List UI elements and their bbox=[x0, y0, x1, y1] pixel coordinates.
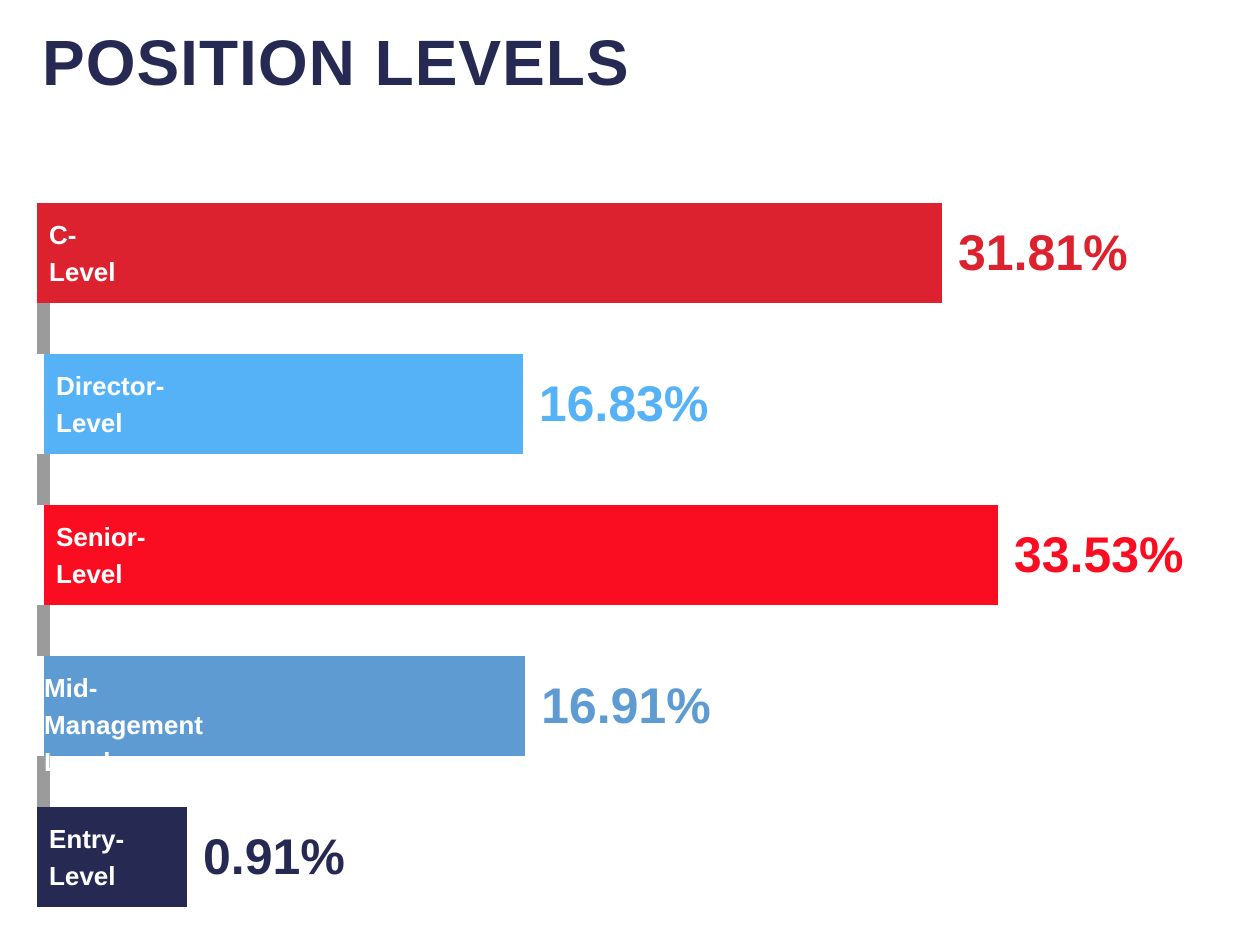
bar-value-label: 33.53% bbox=[1013, 527, 1184, 583]
bar-category-label: Director- Level bbox=[56, 371, 165, 438]
bar-value-label: 31.81% bbox=[957, 225, 1128, 281]
bar: Entry- Level bbox=[37, 807, 187, 907]
bar-value-label: 16.83% bbox=[538, 376, 709, 432]
bar-value-label: 0.91% bbox=[203, 829, 345, 885]
bar-connector bbox=[37, 756, 50, 807]
bar: Mid-Management Level bbox=[44, 656, 526, 777]
bar: C- Level bbox=[37, 203, 942, 303]
bar-category-label: Senior- Level bbox=[56, 522, 146, 589]
bar-connector bbox=[37, 605, 50, 656]
bar: Director- Level bbox=[44, 354, 523, 454]
bar-category-label: C- Level bbox=[49, 220, 116, 287]
bar-category-label: Entry- Level bbox=[49, 824, 125, 891]
bar-connector bbox=[37, 454, 50, 505]
bar-connector bbox=[37, 303, 50, 354]
bar-category-label: Mid-Management Level bbox=[44, 673, 203, 777]
bar: Senior- Level bbox=[44, 505, 998, 605]
chart-title: POSITION LEVELS bbox=[42, 27, 630, 99]
bar-value-label: 16.91% bbox=[541, 678, 711, 734]
